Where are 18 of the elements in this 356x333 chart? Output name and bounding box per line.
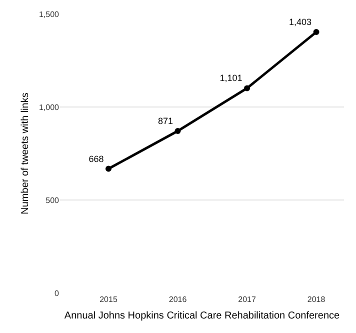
y-axis-title: Number of tweets with links: [20, 92, 31, 214]
data-label: 1,101: [220, 73, 242, 84]
point: [105, 166, 112, 172]
data-label: 668: [88, 154, 104, 164]
x-axis-title: Annual Johns Hopkins Critical Care Rehabilitation Conference: [64, 310, 340, 322]
x-tick-label: 2017: [238, 295, 256, 304]
point: [174, 128, 181, 134]
point: [244, 85, 250, 92]
data-label: 871: [158, 116, 174, 126]
x-tick-label: 2016: [168, 295, 188, 304]
point: [313, 29, 320, 36]
x-tick-label: 2018: [307, 295, 326, 304]
y-tick-label: 500: [46, 196, 60, 205]
x-tick-label: 2015: [100, 295, 118, 304]
y-tick-label: 1,500: [38, 10, 60, 19]
y-tick-label: 0: [54, 288, 60, 298]
data-label: 1,403: [289, 17, 312, 28]
y-tick-label: 1,000: [38, 102, 60, 112]
